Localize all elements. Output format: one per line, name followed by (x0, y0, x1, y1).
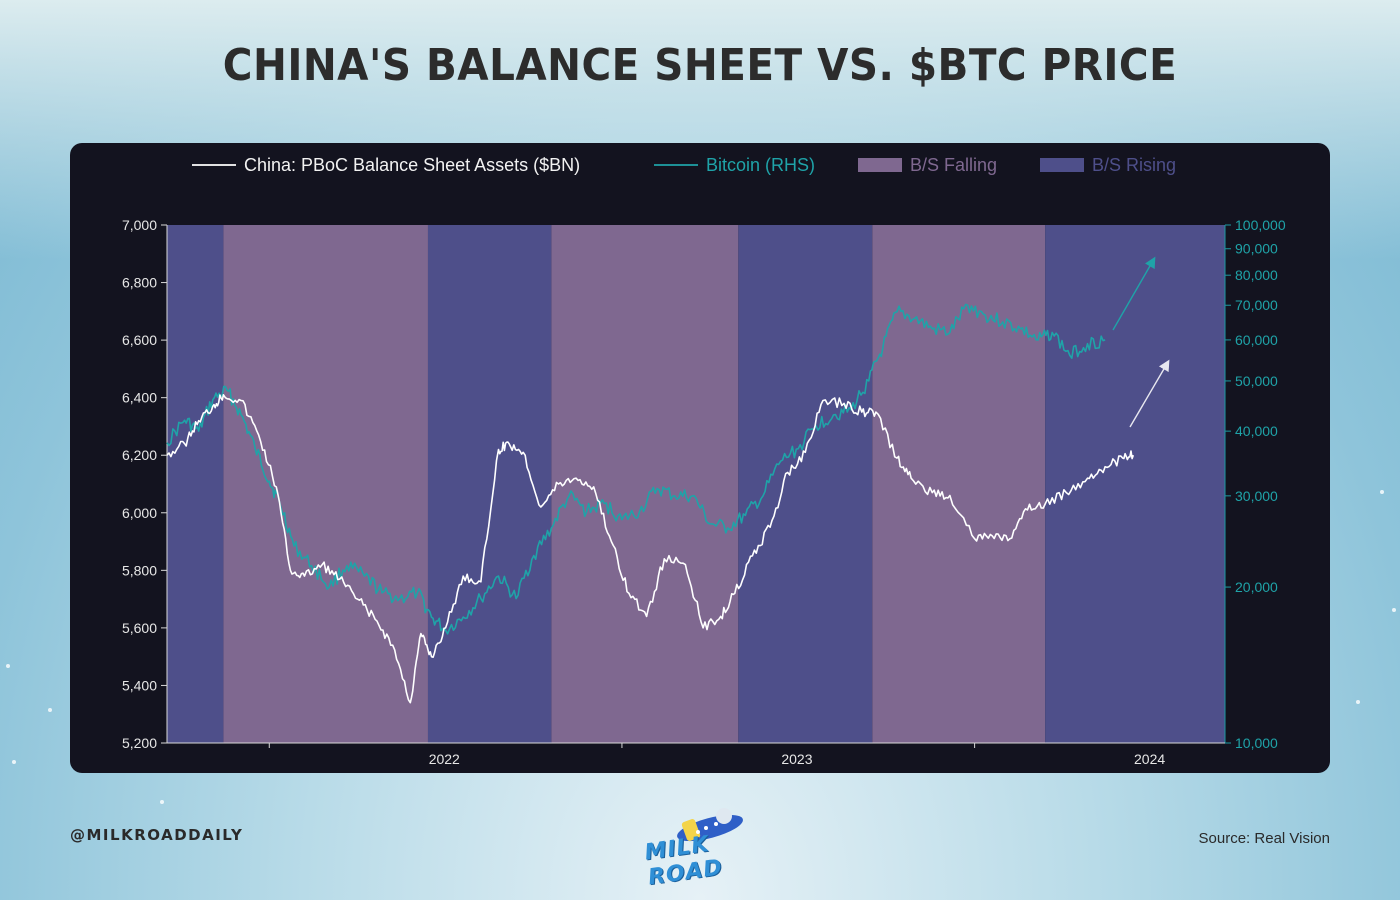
series-line-china-pboc (166, 394, 1135, 704)
shaded-regions (167, 225, 1225, 743)
chart-panel: 5,200 5,400 5,600 5,800 6,000 6,200 6,400 6,600… (70, 143, 1330, 773)
right-tick-label: 100,000 (1235, 217, 1286, 233)
source-note: Source: Real Vision (1198, 830, 1330, 847)
sparkle (1392, 608, 1396, 612)
right-tick-label: 90,000 (1235, 241, 1278, 257)
sparkle (48, 708, 52, 712)
milk-road-logo: MILK ROAD (640, 798, 770, 890)
axes: 5,200 5,400 5,600 5,800 6,000 6,200 6,400 6,600… (122, 217, 1286, 767)
region-bs-rising (738, 225, 873, 743)
legend-label: B/S Rising (1092, 155, 1176, 175)
right-tick-label: 40,000 (1235, 423, 1278, 439)
legend: China: PBoC Balance Sheet Assets ($BN) Bi… (192, 155, 1176, 175)
sparkle (12, 760, 16, 764)
right-tick-label: 10,000 (1235, 735, 1278, 751)
legend-label: China: PBoC Balance Sheet Assets ($BN) (244, 155, 580, 175)
legend-box-swatch (1040, 158, 1084, 172)
left-tick-label: 5,200 (122, 735, 157, 751)
right-tick-label: 80,000 (1235, 267, 1278, 283)
x-tick-label: 2022 (429, 751, 460, 767)
left-tick-label: 7,000 (122, 217, 157, 233)
region-bs-falling (872, 225, 1046, 743)
left-tick-label: 6,000 (122, 505, 157, 521)
left-tick-label: 6,800 (122, 275, 157, 291)
legend-box-swatch (858, 158, 902, 172)
sparkle (6, 664, 10, 668)
left-tick-label: 6,600 (122, 332, 157, 348)
page-title: CHINA'S BALANCE SHEET VS. $BTC PRICE (222, 40, 1178, 91)
series-line-bitcoin (166, 303, 1106, 635)
arrow-btc-up (1112, 256, 1156, 331)
series (166, 303, 1135, 704)
region-bs-falling (551, 225, 739, 743)
region-bs-rising (167, 225, 224, 743)
region-bs-falling (223, 225, 428, 743)
social-handle: @MILKROADDAILY (70, 826, 244, 844)
region-bs-rising (427, 225, 552, 743)
right-tick-label: 70,000 (1235, 297, 1278, 313)
x-tick-label: 2024 (1134, 751, 1165, 767)
sparkle (1356, 700, 1360, 704)
legend-label: Bitcoin (RHS) (706, 155, 815, 175)
left-tick-label: 5,400 (122, 677, 157, 693)
left-tick-label: 6,400 (122, 390, 157, 406)
sparkle (1380, 490, 1384, 494)
legend-label: B/S Falling (910, 155, 997, 175)
x-tick-label: 2023 (781, 751, 812, 767)
arrow-china-up (1129, 359, 1170, 428)
left-tick-label: 5,600 (122, 620, 157, 636)
left-tick-label: 5,800 (122, 562, 157, 578)
milk-road-mascot-icon (677, 808, 743, 842)
left-tick-label: 6,200 (122, 447, 157, 463)
right-tick-label: 30,000 (1235, 488, 1278, 504)
annotations (1112, 256, 1170, 428)
region-bs-rising (1045, 225, 1225, 743)
sparkle (160, 800, 164, 804)
right-tick-label: 20,000 (1235, 579, 1278, 595)
right-tick-label: 50,000 (1235, 373, 1278, 389)
right-tick-label: 60,000 (1235, 332, 1278, 348)
chart-svg: 5,200 5,400 5,600 5,800 6,000 6,200 6,400 6,600… (122, 155, 1286, 767)
